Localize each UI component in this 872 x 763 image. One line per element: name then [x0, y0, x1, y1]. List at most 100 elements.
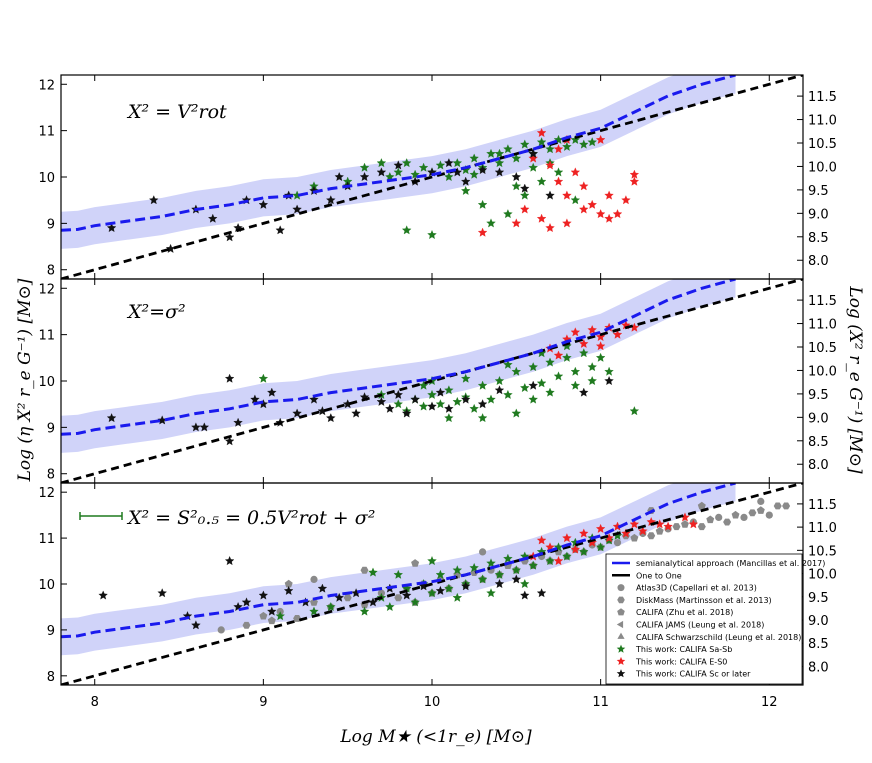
star-sc: [461, 394, 471, 404]
y-tick-label: 9: [47, 217, 55, 232]
star-sa-sb: [452, 158, 463, 168]
star-e-s0: [553, 555, 564, 566]
literature-point: [284, 579, 293, 588]
star-sc: [536, 588, 547, 598]
y-right-tick-label: 10.5: [808, 341, 837, 356]
star-e-s0: [562, 218, 572, 228]
star-e-s0: [477, 227, 488, 237]
star-sc: [258, 199, 269, 209]
panel-1-plot: [61, 279, 803, 483]
star-sa-sb: [393, 167, 403, 177]
star-sa-sb: [427, 389, 437, 399]
star-sc: [477, 399, 488, 409]
star-sc: [208, 213, 218, 223]
literature-point: [411, 559, 420, 567]
star-e-s0: [595, 134, 606, 144]
literature-point: [655, 527, 664, 535]
star-sa-sb: [359, 606, 370, 616]
star-e-s0: [553, 350, 564, 360]
star-sc: [258, 590, 269, 600]
star-e-s0: [545, 160, 555, 170]
star-sa-sb: [545, 556, 555, 566]
star-sa-sb: [401, 225, 412, 235]
star-sa-sb: [427, 555, 437, 566]
star-sc: [157, 588, 167, 598]
star-sa-sb: [258, 373, 269, 383]
star-sa-sb: [528, 362, 538, 372]
legend-marker-star: [616, 656, 626, 665]
legend-label: This work: CALIFA E-S0: [635, 657, 727, 666]
panel-0-plot: [61, 75, 803, 279]
star-sc: [393, 160, 403, 170]
star-sa-sb: [410, 597, 420, 607]
star-sc: [106, 413, 117, 423]
literature-point: [672, 523, 681, 531]
star-sa-sb: [435, 569, 446, 579]
y-tick-label: 8: [47, 468, 55, 483]
star-e-s0: [629, 176, 640, 186]
legend-marker-star: [616, 644, 626, 653]
star-sa-sb: [486, 218, 496, 228]
star-sc: [224, 436, 235, 446]
star-sc: [309, 394, 319, 404]
literature-point: [343, 594, 352, 602]
legend-label: One to One: [636, 571, 682, 580]
star-sa-sb: [511, 565, 522, 575]
y-tick-label: 10: [38, 375, 55, 390]
star-e-s0: [579, 338, 589, 348]
star-sa-sb: [418, 380, 429, 390]
star-sa-sb: [309, 606, 319, 616]
literature-point: [773, 502, 782, 510]
star-sc: [241, 597, 252, 607]
literature-point: [310, 575, 318, 584]
literature-point: [630, 533, 639, 542]
legend-label: CALIFA Schwarzschild (Leung et al. 2018): [636, 633, 801, 642]
model-scatter-band: [61, 75, 736, 249]
star-sc: [494, 167, 505, 177]
star-e-s0: [536, 535, 547, 545]
star-sa-sb: [587, 362, 597, 372]
star-sa-sb: [528, 162, 538, 172]
star-e-s0: [621, 195, 631, 205]
y-tick-label: 11: [38, 329, 55, 344]
star-sa-sb: [587, 137, 597, 147]
literature-point: [647, 532, 656, 540]
y-right-tick-label: 8.0: [808, 660, 829, 675]
star-e-s0: [536, 128, 547, 138]
literature-point: [748, 509, 757, 517]
star-sa-sb: [545, 144, 555, 154]
star-sa-sb: [494, 148, 505, 158]
star-sc: [376, 167, 387, 177]
legend-marker-pentagon: [617, 608, 625, 616]
star-e-s0: [663, 521, 673, 531]
x-tick-label: 12: [761, 695, 778, 710]
star-sa-sb: [401, 158, 412, 168]
star-e-s0: [520, 204, 530, 214]
y-right-tick-label: 10.0: [808, 160, 837, 175]
legend-box: [605, 553, 803, 685]
star-sa-sb: [595, 352, 606, 362]
star-e-s0: [553, 144, 564, 154]
star-e-s0: [553, 176, 564, 186]
star-e-s0: [688, 519, 699, 529]
star-sa-sb: [536, 137, 547, 147]
y-tick-label: 12: [38, 282, 55, 297]
star-sa-sb: [511, 153, 522, 163]
star-e-s0: [511, 218, 522, 228]
star-sa-sb: [418, 401, 429, 411]
star-sa-sb: [562, 141, 572, 151]
x-axis-label: Log M★ (<1r_e) [M⊙]: [339, 727, 532, 747]
x-tick-label: 8: [91, 695, 99, 710]
model-scatter-band: [61, 279, 736, 453]
star-sc: [579, 387, 589, 397]
star-sa-sb: [376, 158, 387, 168]
star-sc: [98, 590, 108, 600]
star-sa-sb: [486, 394, 496, 404]
star-sc: [477, 164, 488, 175]
legend: semianalytical approach (Mancillas et al…: [605, 553, 825, 685]
x-tick-label: 10: [424, 695, 441, 710]
star-sa-sb: [486, 558, 496, 568]
star-e-s0: [579, 181, 589, 191]
star-sc: [326, 195, 336, 205]
star-e-s0: [545, 223, 555, 233]
